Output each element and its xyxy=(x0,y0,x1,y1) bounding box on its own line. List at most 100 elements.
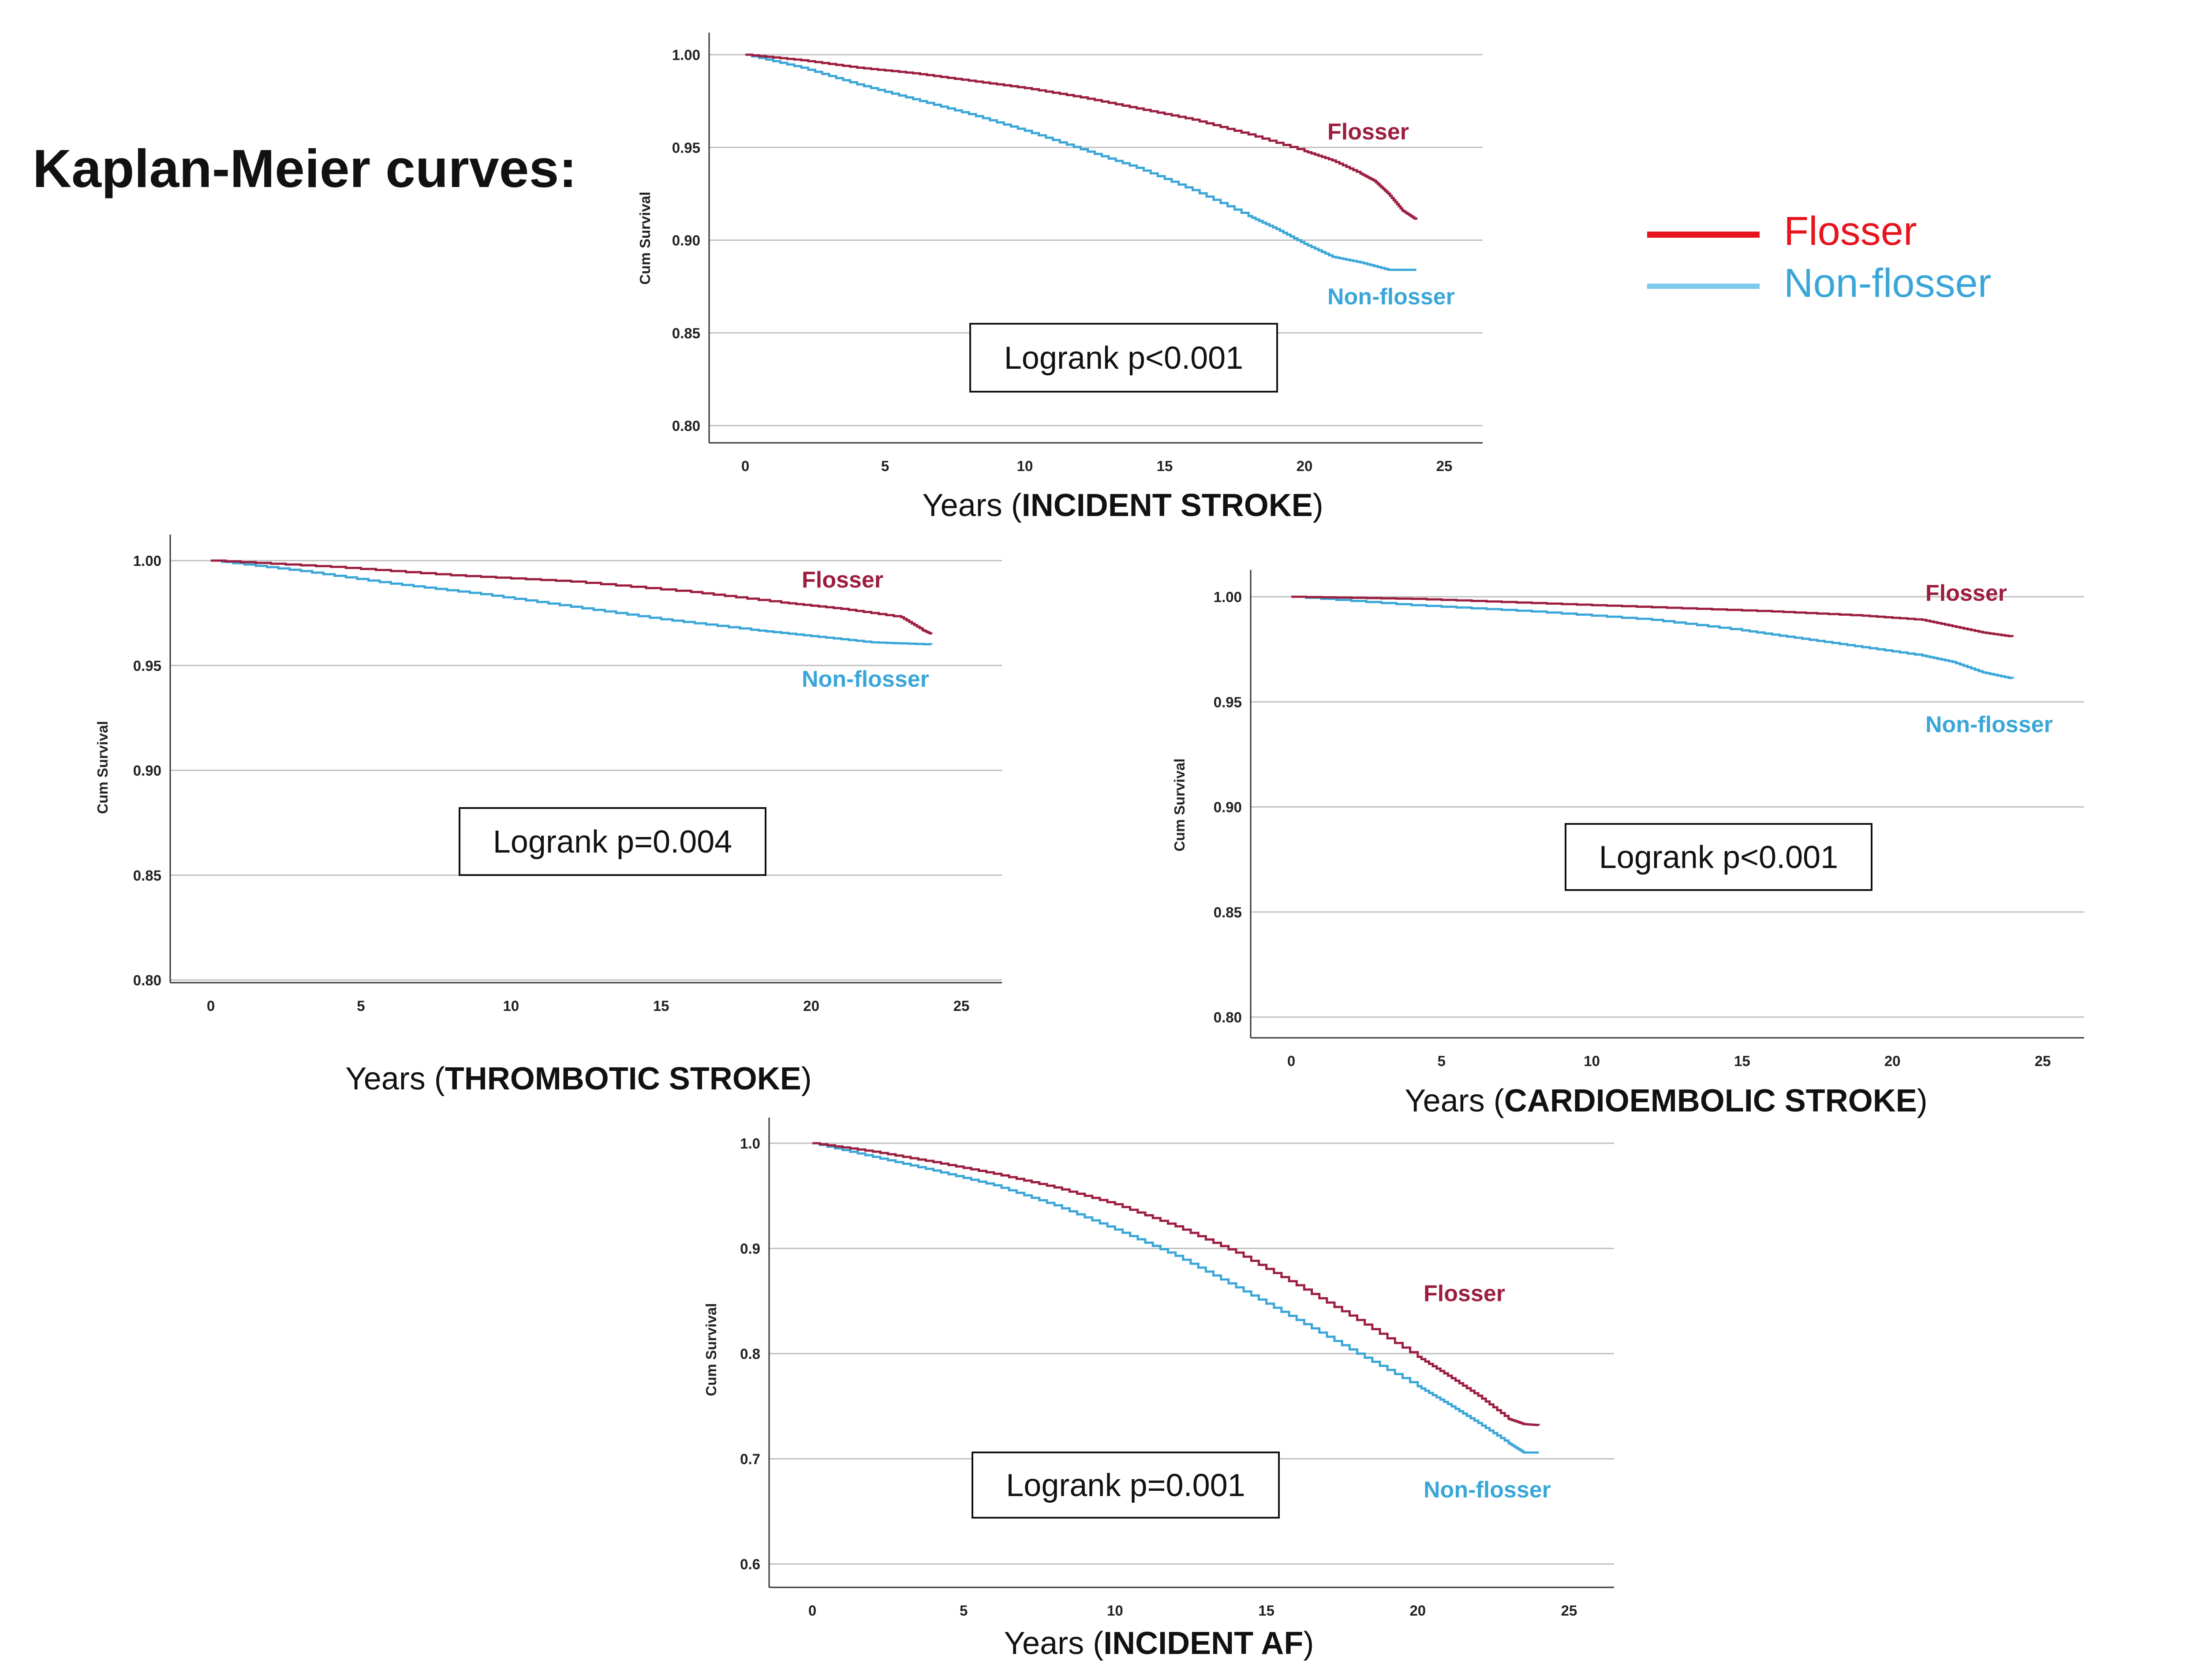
y-tick-label: 0.90 xyxy=(672,232,700,249)
x-tick-label: 25 xyxy=(953,998,970,1014)
logrank-text: Logrank p<0.001 xyxy=(1004,340,1243,376)
x-tick-label: 0 xyxy=(808,1602,816,1619)
x-axis-label-outcome: INCIDENT AF xyxy=(1103,1626,1303,1661)
x-axis-label-suffix: ) xyxy=(1303,1626,1314,1661)
series-label-non-flosser: Non-flosser xyxy=(1327,284,1455,310)
x-tick-label: 20 xyxy=(1297,458,1313,474)
logrank-box xyxy=(969,323,1278,393)
y-tick-label: 0.9 xyxy=(740,1241,760,1257)
x-tick-label: 10 xyxy=(503,998,519,1014)
logrank-text: Logrank p=0.001 xyxy=(1006,1468,1245,1503)
series-line-non-flosser xyxy=(745,53,1416,271)
series-label-flosser: Flosser xyxy=(1925,580,2007,606)
legend-item-flosser: Flosser xyxy=(1647,209,2044,256)
x-tick-label: 15 xyxy=(1258,1602,1274,1619)
series-line-flosser xyxy=(812,1142,1540,1426)
x-axis-label-outcome: CARDIOEMBOLIC STROKE xyxy=(1504,1083,1917,1119)
y-axis-label: Cum Survival xyxy=(1171,759,1188,852)
x-axis-label-suffix: ) xyxy=(1917,1083,1928,1119)
x-axis-label-outcome: THROMBOTIC STROKE xyxy=(445,1061,801,1096)
x-tick-label: 25 xyxy=(2035,1053,2051,1069)
x-tick-label: 5 xyxy=(960,1602,968,1619)
x-axis-label-prefix: Years ( xyxy=(1405,1083,1504,1119)
legend-label-non-flosser: Non-flosser xyxy=(1784,261,1992,306)
logrank-text: Logrank p<0.001 xyxy=(1599,840,1838,875)
y-tick-label: 0.80 xyxy=(1214,1009,1242,1025)
series-line-non-flosser xyxy=(211,559,933,646)
x-tick-label: 20 xyxy=(1409,1602,1426,1619)
series-label-flosser: Flosser xyxy=(1327,119,1409,145)
x-tick-label: 15 xyxy=(1734,1053,1750,1069)
page-title: Kaplan-Meier curves: xyxy=(33,138,577,198)
x-tick-label: 20 xyxy=(1884,1053,1901,1069)
series-line-flosser xyxy=(745,53,1418,220)
y-tick-label: 0.90 xyxy=(1214,799,1242,816)
legend-label-flosser: Flosser xyxy=(1784,209,1917,254)
y-tick-label: 0.95 xyxy=(672,139,700,156)
series-label-non-flosser: Non-flosser xyxy=(1424,1477,1551,1503)
y-tick-label: 1.00 xyxy=(672,47,700,63)
x-tick-label: 5 xyxy=(357,998,365,1014)
x-tick-label: 10 xyxy=(1107,1602,1123,1619)
legend: Flosser Non-flosser xyxy=(1647,207,2044,322)
x-tick-label: 0 xyxy=(1287,1053,1295,1069)
x-axis-label-outcome: INCIDENT STROKE xyxy=(1022,488,1313,523)
y-tick-label: 1.00 xyxy=(1214,589,1242,605)
y-tick-label: 0.7 xyxy=(740,1451,760,1467)
x-tick-label: 5 xyxy=(881,458,889,474)
y-tick-label: 0.95 xyxy=(133,658,161,674)
legend-swatch-flosser xyxy=(1647,232,1760,238)
x-axis-label: Years (INCIDENT AF) xyxy=(1004,1626,1314,1661)
y-tick-label: 1.0 xyxy=(740,1135,760,1152)
x-tick-label: 10 xyxy=(1017,458,1033,474)
series-label-flosser: Flosser xyxy=(1424,1281,1505,1306)
logrank-box xyxy=(459,807,766,876)
series-label-non-flosser: Non-flosser xyxy=(802,666,929,692)
y-axis-label: Cum Survival xyxy=(703,1303,719,1396)
x-tick-label: 25 xyxy=(1561,1602,1577,1619)
logrank-box xyxy=(972,1452,1280,1519)
x-tick-label: 25 xyxy=(1436,458,1453,474)
y-tick-label: 0.6 xyxy=(740,1556,760,1572)
x-tick-label: 5 xyxy=(1438,1053,1446,1069)
series-line-flosser xyxy=(1291,595,2014,637)
x-tick-label: 15 xyxy=(1157,458,1173,474)
x-tick-label: 0 xyxy=(741,458,749,474)
x-tick-label: 0 xyxy=(207,998,215,1014)
x-axis-label-prefix: Years ( xyxy=(922,488,1021,523)
x-axis-label-suffix: ) xyxy=(1313,488,1323,523)
x-axis-label-prefix: Years ( xyxy=(345,1061,445,1096)
series-line-non-flosser xyxy=(1291,595,2014,679)
legend-item-non-flosser: Non-flosser xyxy=(1647,261,2044,308)
series-label-flosser: Flosser xyxy=(802,567,883,593)
x-tick-label: 20 xyxy=(803,998,819,1014)
x-axis-label: Years (THROMBOTIC STROKE) xyxy=(345,1061,811,1096)
y-tick-label: 0.80 xyxy=(133,972,161,988)
y-tick-label: 0.85 xyxy=(1214,904,1242,920)
logrank-text: Logrank p=0.004 xyxy=(493,824,732,860)
x-axis-label-prefix: Years ( xyxy=(1004,1626,1103,1661)
y-tick-label: 1.00 xyxy=(133,553,161,569)
x-tick-label: 15 xyxy=(653,998,669,1014)
y-tick-label: 0.90 xyxy=(133,763,161,779)
y-tick-label: 0.95 xyxy=(1214,694,1242,710)
y-tick-label: 0.8 xyxy=(740,1346,760,1362)
y-axis-label: Cum Survival xyxy=(94,721,111,814)
series-line-flosser xyxy=(211,559,933,635)
x-axis-label: Years (CARDIOEMBOLIC STROKE) xyxy=(1405,1083,1927,1119)
y-tick-label: 0.85 xyxy=(672,325,700,341)
series-label-non-flosser: Non-flosser xyxy=(1925,712,2053,737)
legend-swatch-non-flosser xyxy=(1647,284,1760,289)
x-axis-label: Years (INCIDENT STROKE) xyxy=(922,488,1323,523)
series-line-non-flosser xyxy=(812,1142,1539,1454)
y-axis-label: Cum Survival xyxy=(637,192,653,285)
y-tick-label: 0.85 xyxy=(133,867,161,883)
x-axis-label-suffix: ) xyxy=(801,1061,812,1096)
logrank-box xyxy=(1565,823,1872,891)
x-tick-label: 10 xyxy=(1584,1053,1600,1069)
y-tick-label: 0.80 xyxy=(672,418,700,434)
